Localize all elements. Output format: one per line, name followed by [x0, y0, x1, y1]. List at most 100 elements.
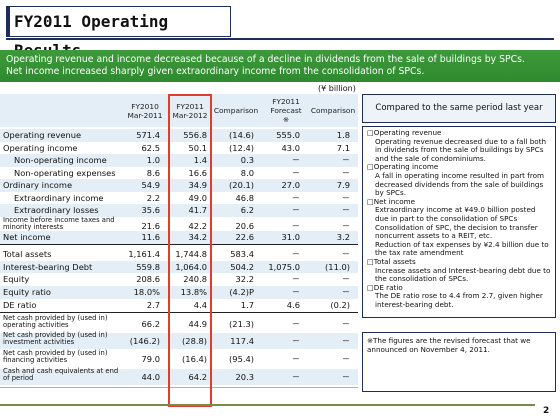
cell-fc: －	[291, 221, 300, 231]
cell-cmp: 6.2	[240, 205, 254, 215]
cell-cmp: 20.3	[235, 372, 254, 382]
cell-cmp: (4.2)P	[229, 287, 254, 297]
section-divider	[0, 312, 358, 314]
row-label: Extraordinary losses	[14, 205, 99, 215]
header-comparison-forecast: Comparison	[310, 106, 356, 115]
cell-fc: －	[291, 354, 300, 364]
cell-cmp2: 3.2	[336, 232, 350, 242]
summary-line-1: Operating revenue and income decreased b…	[6, 54, 525, 65]
cell-cmp: 583.4	[230, 249, 254, 259]
cell-cmp: 504.2	[230, 261, 254, 272]
note-text: Consolidation of SPC, the decision to tr…	[375, 222, 538, 241]
cell-fy2010: 8.6	[146, 167, 160, 178]
table-row: Extraordinary income 2.2 49.0 46.8 － －	[0, 192, 358, 205]
table-row: Non-operating expenses 8.6 16.6 8.0 － －	[0, 167, 358, 180]
summary-banner: Operating revenue and income decreased b…	[0, 50, 560, 82]
cell-cmp: 117.4	[230, 336, 254, 346]
footer-rule	[0, 404, 535, 406]
cell-fc: 4.6	[286, 299, 300, 310]
comparison-header: Compared to the same period last year	[362, 94, 556, 123]
table-row: Cash and cash equivalents at end of peri…	[0, 368, 358, 385]
cell-cmp2: －	[341, 167, 350, 178]
cell-fy2010: 2.7	[146, 299, 160, 310]
cell-cmp: (21.3)	[229, 319, 254, 329]
cell-fy2010: 571.4	[136, 130, 160, 140]
cell-fc: －	[291, 249, 300, 259]
header-comparison: Comparison	[213, 106, 259, 115]
row-label: Equity ratio	[3, 287, 52, 297]
cell-fy2011: 34.9	[188, 180, 207, 190]
cell-cmp2: －	[341, 205, 350, 215]
cell-fy2011: 50.1	[188, 142, 207, 153]
note-text: Reduction of tax expenses by ¥2.4 billio…	[375, 239, 549, 258]
row-label: Operating income	[3, 142, 78, 153]
cell-cmp2: (11.0)	[325, 261, 350, 272]
cell-cmp2: －	[341, 287, 350, 297]
note-heading: □Total assets	[367, 256, 416, 266]
row-label: Total assets	[3, 249, 52, 259]
cell-fy2010: 11.6	[141, 232, 160, 242]
title-underline	[6, 38, 554, 40]
table-header: FY2010 Mar-2011 FY2011 Mar-2012 Comparis…	[0, 94, 358, 127]
cell-fy2010: 66.2	[141, 319, 160, 329]
row-label: Interest-bearing Debt	[3, 261, 93, 272]
forecast-footnote: ※The figures are the revised forecast th…	[362, 332, 556, 392]
row-label: Net cash provided by (used in) investmen…	[3, 331, 108, 346]
cell-fc: 43.0	[281, 142, 300, 153]
table-row: Net cash provided by (used in) investmen…	[0, 331, 358, 349]
cell-fy2011: 556.8	[183, 130, 207, 140]
cell-cmp: 0.3	[240, 155, 254, 165]
cell-fc: －	[291, 372, 300, 382]
cell-cmp2: －	[341, 336, 350, 346]
row-label: Ordinary income	[3, 180, 73, 190]
cell-fy2011: 44.9	[188, 319, 207, 329]
cell-cmp2: －	[341, 221, 350, 231]
row-label: Net cash provided by (used in) operating…	[3, 314, 108, 329]
note-heading: □Net income	[367, 196, 416, 206]
cell-fc: 27.0	[281, 180, 300, 190]
cell-cmp2: －	[341, 354, 350, 364]
cell-fc: －	[291, 192, 300, 203]
cell-cmp: 20.6	[235, 221, 254, 231]
row-label: Extraordinary income	[14, 192, 104, 203]
cell-cmp: 46.8	[235, 192, 254, 203]
table-row: Equity ratio 18.0% 13.8% (4.2)P － －	[0, 286, 358, 299]
table-row: DE ratio 2.7 4.4 1.7 4.6 (0.2)	[0, 299, 358, 312]
cell-cmp: 8.0	[240, 167, 254, 178]
cell-fc: 555.0	[276, 130, 300, 140]
page-number: 2	[543, 406, 550, 416]
note-text: Extraordinary income at ¥49.0 billion po…	[375, 205, 536, 223]
cell-fc: －	[291, 319, 300, 329]
cell-cmp2: －	[341, 155, 350, 165]
cell-fc: －	[291, 287, 300, 297]
cell-fy2010: 35.6	[141, 205, 160, 215]
cell-cmp: (14.6)	[229, 130, 254, 140]
cell-fc: 1,075.0	[268, 261, 300, 272]
cell-fc: －	[291, 155, 300, 165]
cell-fy2011: 1,064.0	[175, 261, 207, 272]
table-row: Total assets 1,161.4 1,744.8 583.4 － －	[0, 248, 358, 261]
row-label: Net cash provided by (used in) financing…	[3, 349, 108, 364]
table-row: Interest-bearing Debt 559.8 1,064.0 504.2 1,…	[0, 260, 358, 273]
cell-fy2011: (16.4)	[182, 354, 207, 364]
cell-fy2011: 1,744.8	[175, 249, 207, 259]
comparison-notes: □Operating revenue Operating revenue decr…	[362, 126, 556, 318]
cell-cmp2: (0.2)	[330, 299, 350, 310]
table-row: Operating revenue 571.4 556.8 (14.6) 555.0 1.…	[0, 129, 358, 142]
cell-fy2010: 44.0	[141, 372, 160, 382]
cell-cmp: 22.6	[235, 232, 254, 242]
row-label: Equity	[3, 274, 30, 284]
row-label: Non-operating expenses	[14, 167, 116, 178]
cell-fy2011: (28.8)	[182, 336, 207, 346]
cell-cmp2: －	[341, 372, 350, 382]
cell-fy2010: 208.6	[136, 274, 160, 284]
section-divider	[0, 387, 358, 388]
cell-cmp2: 7.1	[336, 142, 350, 153]
cell-cmp2: 1.8	[336, 130, 350, 140]
cell-fy2010: 18.0%	[133, 287, 160, 297]
cell-fy2011: 240.8	[183, 274, 207, 284]
row-label: Income before income taxes and minority …	[3, 216, 115, 231]
row-label: Net income	[3, 232, 51, 242]
note-text: Increase assets and Interest-bearing deb…	[375, 265, 551, 284]
page-title: FY2011 Operating Results	[6, 6, 231, 60]
